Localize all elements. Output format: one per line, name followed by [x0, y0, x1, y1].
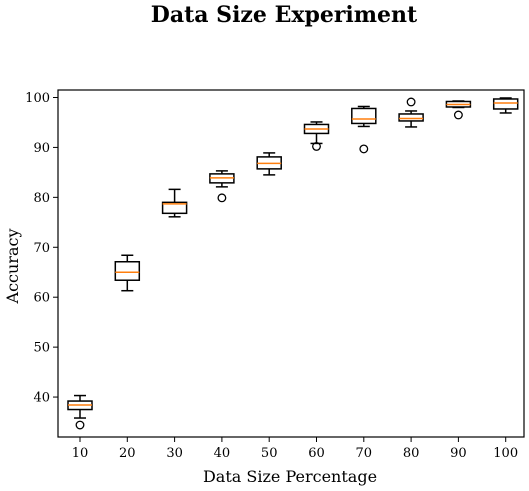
x-tick-label: 40 [214, 446, 231, 461]
y-tick-label: 80 [33, 191, 50, 206]
iqr-box [161, 201, 188, 215]
box-group-50 [256, 152, 282, 176]
box-group-60 [303, 121, 330, 151]
y-tick-label: 100 [25, 91, 50, 106]
box-group-90 [445, 100, 472, 120]
y-tick-label: 40 [33, 391, 50, 406]
boxes-group [67, 97, 519, 430]
outlier-point [406, 97, 416, 107]
x-axis: 10 20 30 40 50 60 70 80 90 100 [72, 437, 518, 461]
y-tick-label: 70 [33, 241, 50, 256]
x-axis-label: Data Size Percentage [203, 467, 377, 486]
box-group-10 [67, 394, 93, 430]
x-tick-label: 60 [308, 446, 325, 461]
outlier-point [312, 141, 321, 151]
outlier-point [217, 193, 227, 203]
iqr-box [351, 107, 377, 125]
iqr-box [398, 113, 424, 122]
x-tick-label: 100 [493, 446, 518, 461]
x-tick-label: 30 [166, 446, 183, 461]
chart-title: Data Size Experiment [151, 2, 418, 28]
box-group-70 [351, 105, 377, 154]
iqr-box [114, 261, 141, 281]
axes-frame [57, 89, 525, 438]
outlier-point [359, 144, 369, 154]
box-group-80 [398, 97, 424, 128]
x-tick-label: 70 [356, 446, 373, 461]
x-tick-label: 10 [72, 446, 89, 461]
x-tick-label: 90 [450, 446, 467, 461]
y-axis-label: Accuracy [3, 229, 22, 305]
box-group-100 [492, 97, 519, 114]
box-group-40 [209, 170, 235, 203]
box-group-30 [161, 188, 188, 218]
y-tick-label: 90 [33, 141, 50, 156]
y-tick-label: 60 [33, 291, 50, 306]
outlier-point [75, 420, 85, 430]
plot-area: 40 50 60 70 80 90 100 10 20 30 40 50 60 70 80 90 100 [25, 89, 525, 461]
y-axis: 40 50 60 70 80 90 100 [25, 91, 58, 406]
outlier-point [453, 110, 463, 120]
x-tick-label: 50 [261, 446, 278, 461]
x-tick-label: 20 [119, 446, 136, 461]
iqr-box [492, 98, 519, 110]
box-group-20 [114, 254, 141, 292]
x-tick-label: 80 [403, 446, 420, 461]
y-tick-label: 50 [33, 341, 50, 356]
